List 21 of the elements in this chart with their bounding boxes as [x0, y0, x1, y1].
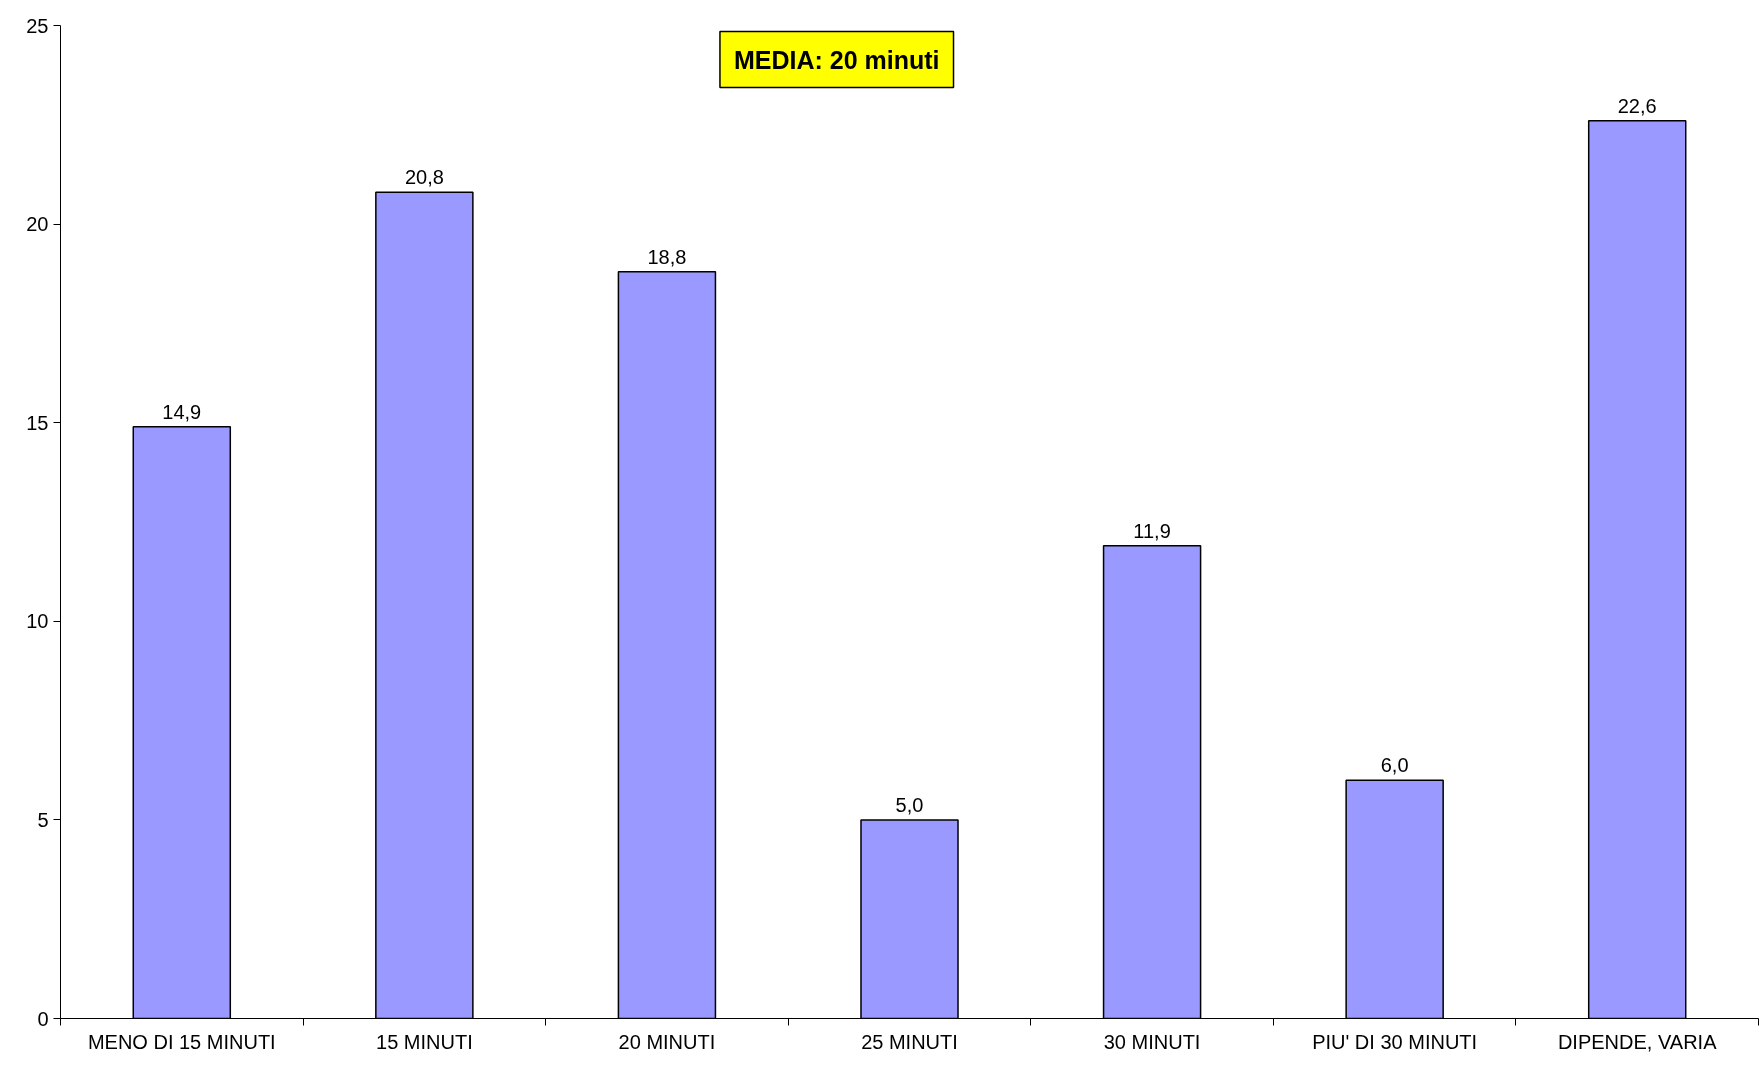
x-tick-label: 20 MINUTI [618, 1030, 716, 1053]
x-tick-label: 25 MINUTI [861, 1030, 958, 1053]
y-tick-label: 5 [37, 808, 49, 831]
data-label: 5,0 [895, 793, 924, 816]
x-tick-label: DIPENDE, VARIA [1557, 1030, 1718, 1053]
data-label: 18,8 [647, 245, 687, 268]
x-tick-label: 30 MINUTI [1103, 1030, 1201, 1053]
y-tick-label: 10 [26, 610, 49, 633]
x-tick-label: PIU' DI 30 MINUTI [1312, 1030, 1478, 1053]
y-tick-label: 25 [26, 14, 49, 37]
data-label: 6,0 [1380, 754, 1409, 777]
y-tick-label: 0 [37, 1007, 49, 1030]
data-label: 22,6 [1617, 94, 1657, 117]
data-label: 14,9 [162, 400, 202, 423]
y-tick-label: 15 [26, 411, 49, 434]
x-tick-label: MENO DI 15 MINUTI [87, 1030, 276, 1053]
data-label: 20,8 [404, 166, 444, 189]
x-tick-label: 15 MINUTI [376, 1030, 473, 1053]
data-label: 11,9 [1133, 519, 1171, 542]
y-tick-label: 20 [26, 213, 49, 236]
annotation: MEDIA: 20 minuti [733, 45, 940, 74]
